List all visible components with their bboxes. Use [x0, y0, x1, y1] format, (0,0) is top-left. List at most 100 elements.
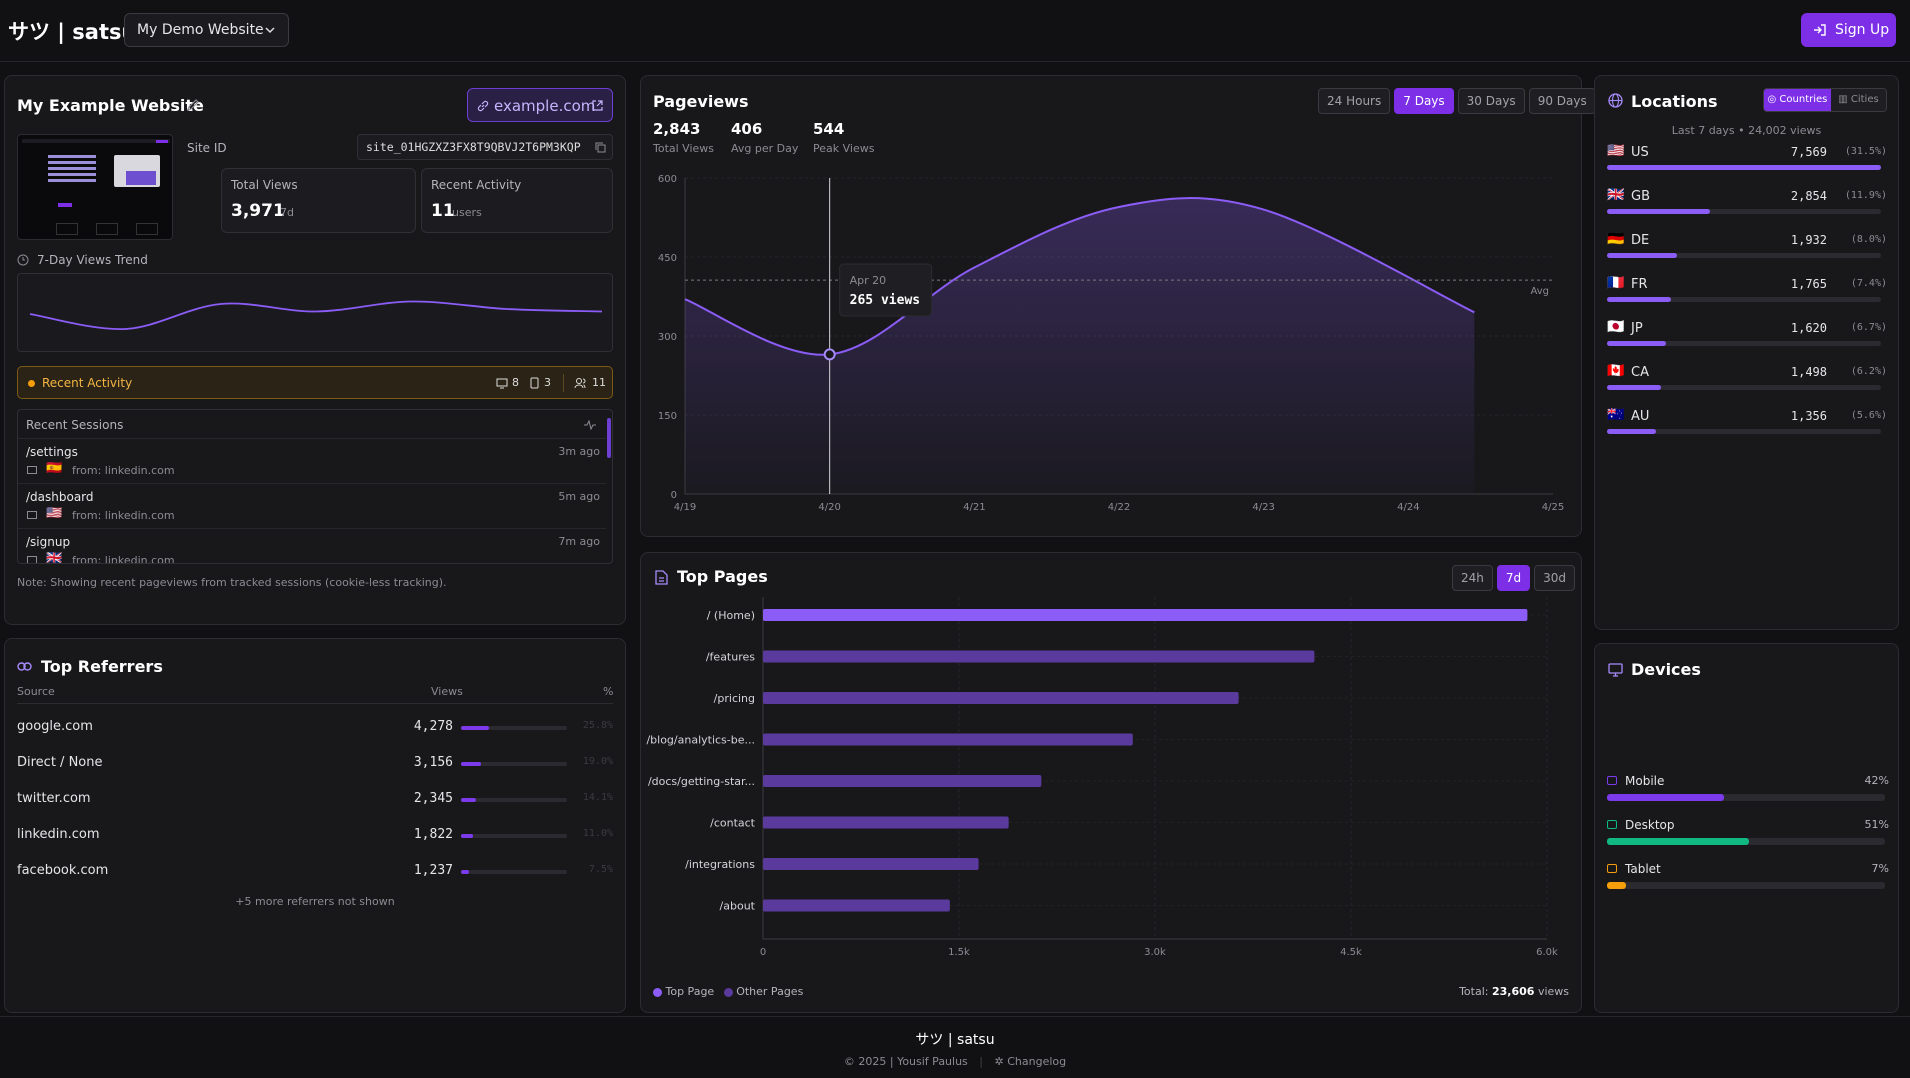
referrer-row[interactable]: linkedin.com 1,822 11.0%	[17, 817, 613, 853]
hover-point[interactable]	[823, 348, 836, 361]
sessions-scrollbar[interactable]	[607, 418, 611, 458]
edit-icon[interactable]	[186, 98, 200, 112]
session-flag: 🇬🇧	[46, 551, 63, 564]
device-row[interactable]: Mobile 42%	[1607, 772, 1889, 812]
referrer-bar	[461, 834, 567, 838]
recent-sessions-panel: Recent Sessions /settings 3m ago 🇪🇸 from: l…	[17, 409, 613, 564]
page-bar[interactable]	[763, 733, 1133, 746]
referrer-row[interactable]: facebook.com 1,237 7.5%	[17, 853, 613, 889]
device-name: Tablet	[1625, 862, 1661, 876]
range-tab[interactable]: 7 Days	[1394, 88, 1454, 114]
copy-icon[interactable]	[595, 142, 606, 153]
country-views: 1,765	[1790, 277, 1827, 291]
sessions-title: Recent Sessions	[26, 418, 124, 432]
sign-up-button[interactable]: Sign Up	[1801, 13, 1896, 47]
page-bar[interactable]	[763, 650, 1315, 663]
app-logo[interactable]: サツ | satsu	[8, 20, 137, 44]
device-row[interactable]: Desktop 51%	[1607, 816, 1889, 856]
device-pct: 7%	[1871, 862, 1889, 875]
country-bar-fill	[1607, 341, 1666, 346]
tab-cities[interactable]: ▥ Cities	[1830, 89, 1886, 111]
location-row[interactable]: 🇺🇸 US 7,569 (31.5%)	[1607, 140, 1887, 180]
pageviews-title: Pageviews	[653, 92, 749, 111]
country-bar-fill	[1607, 429, 1656, 434]
range-tab[interactable]: 24 Hours	[1318, 88, 1391, 114]
referrer-views: 2,345	[413, 791, 453, 806]
device-row[interactable]: Tablet 7%	[1607, 860, 1889, 900]
location-row[interactable]: 🇨🇦 CA 1,498 (6.2%)	[1607, 360, 1887, 400]
device-pct: 51%	[1864, 818, 1889, 831]
referrers-title: Top Referrers	[41, 657, 163, 676]
page-label: /features	[706, 651, 755, 664]
chevron-down-icon	[265, 27, 275, 34]
external-link-icon	[592, 100, 603, 111]
footer-changelog-link[interactable]: Changelog	[1007, 1055, 1067, 1068]
y-tick-label: 300	[658, 332, 677, 343]
x-tick-label: 4/24	[1397, 502, 1419, 513]
country-flag: 🇯🇵	[1607, 319, 1625, 335]
y-tick-label: 450	[658, 253, 677, 264]
page-label: /docs/getting-star...	[648, 775, 755, 788]
page-bar[interactable]	[763, 858, 979, 870]
range-tab[interactable]: 30 Days	[1457, 88, 1525, 114]
site-id-field[interactable]: site_01HGZXZ3FX8T9QBVJ2T6PM3KQP	[357, 134, 613, 160]
range-tab[interactable]: 7d	[1496, 565, 1531, 591]
country-code: FR	[1631, 277, 1648, 292]
pageviews-line	[684, 197, 1475, 356]
x-tick-label: 4/23	[1252, 502, 1274, 513]
referrer-row[interactable]: twitter.com 2,345 14.1%	[17, 781, 613, 817]
country-code: GB	[1631, 189, 1650, 204]
site-selector-label: My Demo Website	[137, 22, 264, 38]
recent-activity-suffix: users	[452, 206, 482, 219]
page-label: / (Home)	[707, 609, 755, 622]
page-bar[interactable]	[763, 692, 1239, 704]
location-row[interactable]: 🇦🇺 AU 1,356 (5.6%)	[1607, 404, 1887, 444]
legend-top-dot	[653, 987, 662, 997]
referrer-pct: 7.5%	[588, 864, 613, 875]
page-bar[interactable]	[763, 775, 1042, 787]
referrer-row[interactable]: google.com 4,278 25.8%	[17, 709, 613, 745]
referrer-row[interactable]: Direct / None 3,156 19.0%	[17, 745, 613, 781]
location-row[interactable]: 🇬🇧 GB 2,854 (11.9%)	[1607, 184, 1887, 224]
location-row[interactable]: 🇫🇷 FR 1,765 (7.4%)	[1607, 272, 1887, 312]
recent-activity-bar[interactable]: Recent Activity 8 3 11	[17, 366, 613, 399]
link-icon	[477, 100, 489, 112]
session-row[interactable]: /settings 3m ago 🇪🇸 from: linkedin.com	[18, 438, 606, 483]
activity-desktop-count: 8	[512, 376, 519, 389]
session-row[interactable]: /signup 7m ago 🇬🇧 from: linkedin.com	[18, 528, 606, 564]
page-bar[interactable]	[763, 609, 1528, 621]
location-row[interactable]: 🇯🇵 JP 1,620 (6.7%)	[1607, 316, 1887, 356]
session-row[interactable]: /dashboard 5m ago 🇺🇸 from: linkedin.com	[18, 483, 606, 528]
stat-label: Peak Views	[813, 142, 875, 155]
activity-dot	[28, 380, 35, 387]
tab-countries[interactable]: ◎ Countries	[1764, 89, 1831, 111]
country-views: 2,854	[1790, 189, 1827, 203]
x-tick-label: 4/20	[818, 502, 840, 513]
country-flag: 🇦🇺	[1607, 407, 1625, 423]
referrer-source: twitter.com	[17, 791, 91, 806]
legend-other-label: Other Pages	[736, 985, 804, 998]
referrer-pct: 25.8%	[582, 720, 613, 731]
stat-value: 406	[731, 120, 763, 138]
x-tick-label: 6.0k	[1536, 947, 1558, 958]
range-tab[interactable]: 90 Days	[1528, 88, 1596, 114]
mobile-icon	[530, 377, 539, 389]
country-bar-fill	[1607, 209, 1710, 214]
top-pages-card: Top Pages 24h 7d 30d 0 1.5k 3.0k 4.5k 6.0k / (H…	[640, 552, 1582, 1013]
total-views-label: Total Views	[231, 178, 298, 192]
device-icon	[1607, 864, 1617, 873]
range-tab[interactable]: 30d	[1534, 565, 1576, 591]
domain-link[interactable]: example.com	[467, 88, 613, 122]
page-bar[interactable]	[763, 816, 1009, 829]
x-tick-label: 4.5k	[1340, 947, 1362, 958]
site-selector[interactable]: My Demo Website	[124, 13, 289, 47]
page-bar[interactable]	[763, 899, 950, 912]
range-tab[interactable]: 24h	[1452, 565, 1493, 591]
country-pct: (7.4%)	[1850, 278, 1887, 289]
country-bar	[1607, 341, 1881, 346]
device-icon	[1607, 820, 1617, 829]
location-row[interactable]: 🇩🇪 DE 1,932 (8.0%)	[1607, 228, 1887, 268]
session-path: /signup	[26, 535, 71, 549]
country-bar-fill	[1607, 165, 1881, 170]
referrer-views: 3,156	[413, 755, 453, 770]
